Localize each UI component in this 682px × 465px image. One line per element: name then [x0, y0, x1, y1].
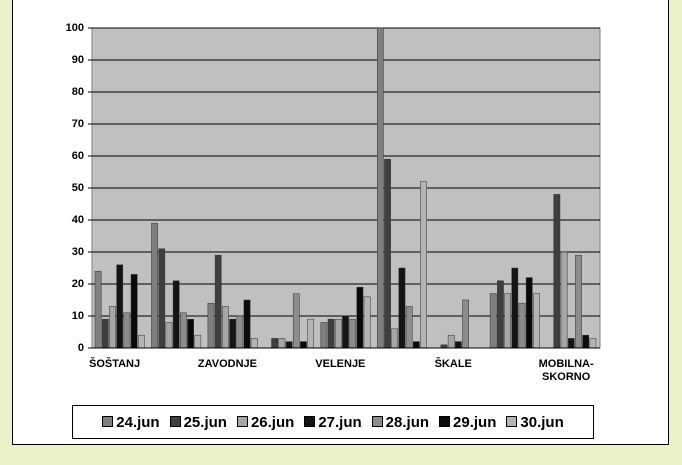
bar: [462, 299, 469, 349]
bar: [384, 158, 391, 349]
bar: [278, 338, 286, 349]
legend-label: 28.jun: [385, 413, 430, 431]
bar: [533, 293, 540, 349]
legend: 24.jun 25.jun 26.jun 27.jun 28.jun 29.jun 30.j…: [72, 405, 594, 439]
bar: [236, 315, 244, 349]
bar: [567, 338, 575, 349]
y-tick-label: 80: [72, 86, 84, 98]
bar: [214, 254, 222, 349]
legend-swatch: [169, 415, 181, 427]
legend-item: 26.jun: [236, 413, 295, 431]
y-tick-label: 0: [78, 342, 84, 354]
legend-label: 27.jun: [318, 413, 362, 431]
legend-item: 25.jun: [169, 413, 227, 431]
bar: [413, 341, 420, 349]
x-tick-label: ŠOŠTANJ: [88, 358, 141, 370]
bar: [187, 318, 194, 349]
x-tick-label: MOBILNA-SKORNO: [538, 358, 594, 383]
bar: [582, 334, 590, 349]
bar: [455, 341, 462, 349]
bar: [376, 27, 384, 349]
legend-label: 29.jun: [453, 413, 497, 431]
bar: [250, 338, 258, 349]
bar: [307, 318, 315, 349]
bar: [285, 341, 293, 349]
bar: [109, 306, 116, 349]
legend-swatch: [236, 415, 248, 427]
bar: [137, 334, 145, 349]
legend-swatch: [506, 415, 518, 427]
bar: [518, 302, 526, 349]
legend-label: 24.jun: [116, 413, 160, 431]
bar: [101, 318, 109, 349]
y-tick-label: 60: [72, 150, 84, 162]
bar: [589, 338, 597, 349]
bar: [391, 328, 399, 349]
legend-label: 25.jun: [183, 413, 227, 431]
x-tick-label: VELENJE: [315, 358, 366, 370]
bar: [405, 306, 413, 349]
y-tick-label: 40: [72, 214, 84, 226]
y-tick-label: 70: [72, 118, 84, 130]
bar: [511, 267, 519, 349]
bar: [94, 270, 102, 349]
y-tick-label: 100: [66, 22, 84, 34]
legend-swatch: [439, 415, 451, 427]
legend-swatch: [371, 415, 383, 427]
legend-label: 26.jun: [250, 413, 295, 431]
bar: [243, 299, 251, 349]
x-tick-label: ŠKALE: [434, 358, 472, 370]
bar: [497, 280, 504, 349]
bar: [300, 341, 307, 349]
bar: [553, 194, 561, 349]
legend-item: 28.jun: [371, 413, 430, 431]
bar: [363, 296, 371, 349]
bar: [116, 264, 124, 349]
bar: [342, 315, 349, 349]
y-tick-label: 90: [72, 54, 84, 66]
legend-item: 24.jun: [102, 413, 160, 431]
bar: [334, 318, 342, 349]
bar: [194, 334, 202, 349]
legend-item: 27.jun: [304, 413, 362, 431]
bar: [207, 302, 215, 349]
y-tick-label: 20: [72, 278, 84, 290]
legend-swatch: [102, 415, 114, 427]
bar: [271, 338, 278, 349]
x-tick-label: ZAVODNJE: [197, 358, 257, 370]
legend-item: 29.jun: [439, 414, 496, 431]
bar: [356, 286, 364, 349]
bar: [575, 254, 582, 349]
bar: [165, 322, 173, 349]
bar: [327, 318, 335, 349]
bar: [349, 318, 357, 349]
bar: [320, 322, 328, 349]
bar: [158, 248, 166, 349]
bar: [123, 312, 131, 349]
bar: [222, 306, 229, 349]
bar: [489, 293, 497, 349]
bar: [130, 274, 138, 349]
y-tick-label: 30: [72, 246, 84, 258]
y-tick-label: 50: [72, 182, 84, 194]
bar: [560, 251, 568, 349]
bar: [398, 267, 406, 349]
bar: [229, 318, 236, 349]
bar: [292, 293, 300, 349]
bar: [172, 280, 180, 349]
y-tick-label: 10: [72, 310, 84, 322]
bar: [504, 293, 511, 349]
bar: [180, 312, 187, 349]
bar: [151, 222, 158, 349]
legend-label: 30.jun: [520, 413, 564, 431]
legend-item: 30.jun: [506, 413, 564, 431]
bar: [447, 334, 455, 349]
bar: [525, 277, 533, 349]
bar: [420, 181, 427, 349]
legend-swatch: [304, 415, 316, 427]
